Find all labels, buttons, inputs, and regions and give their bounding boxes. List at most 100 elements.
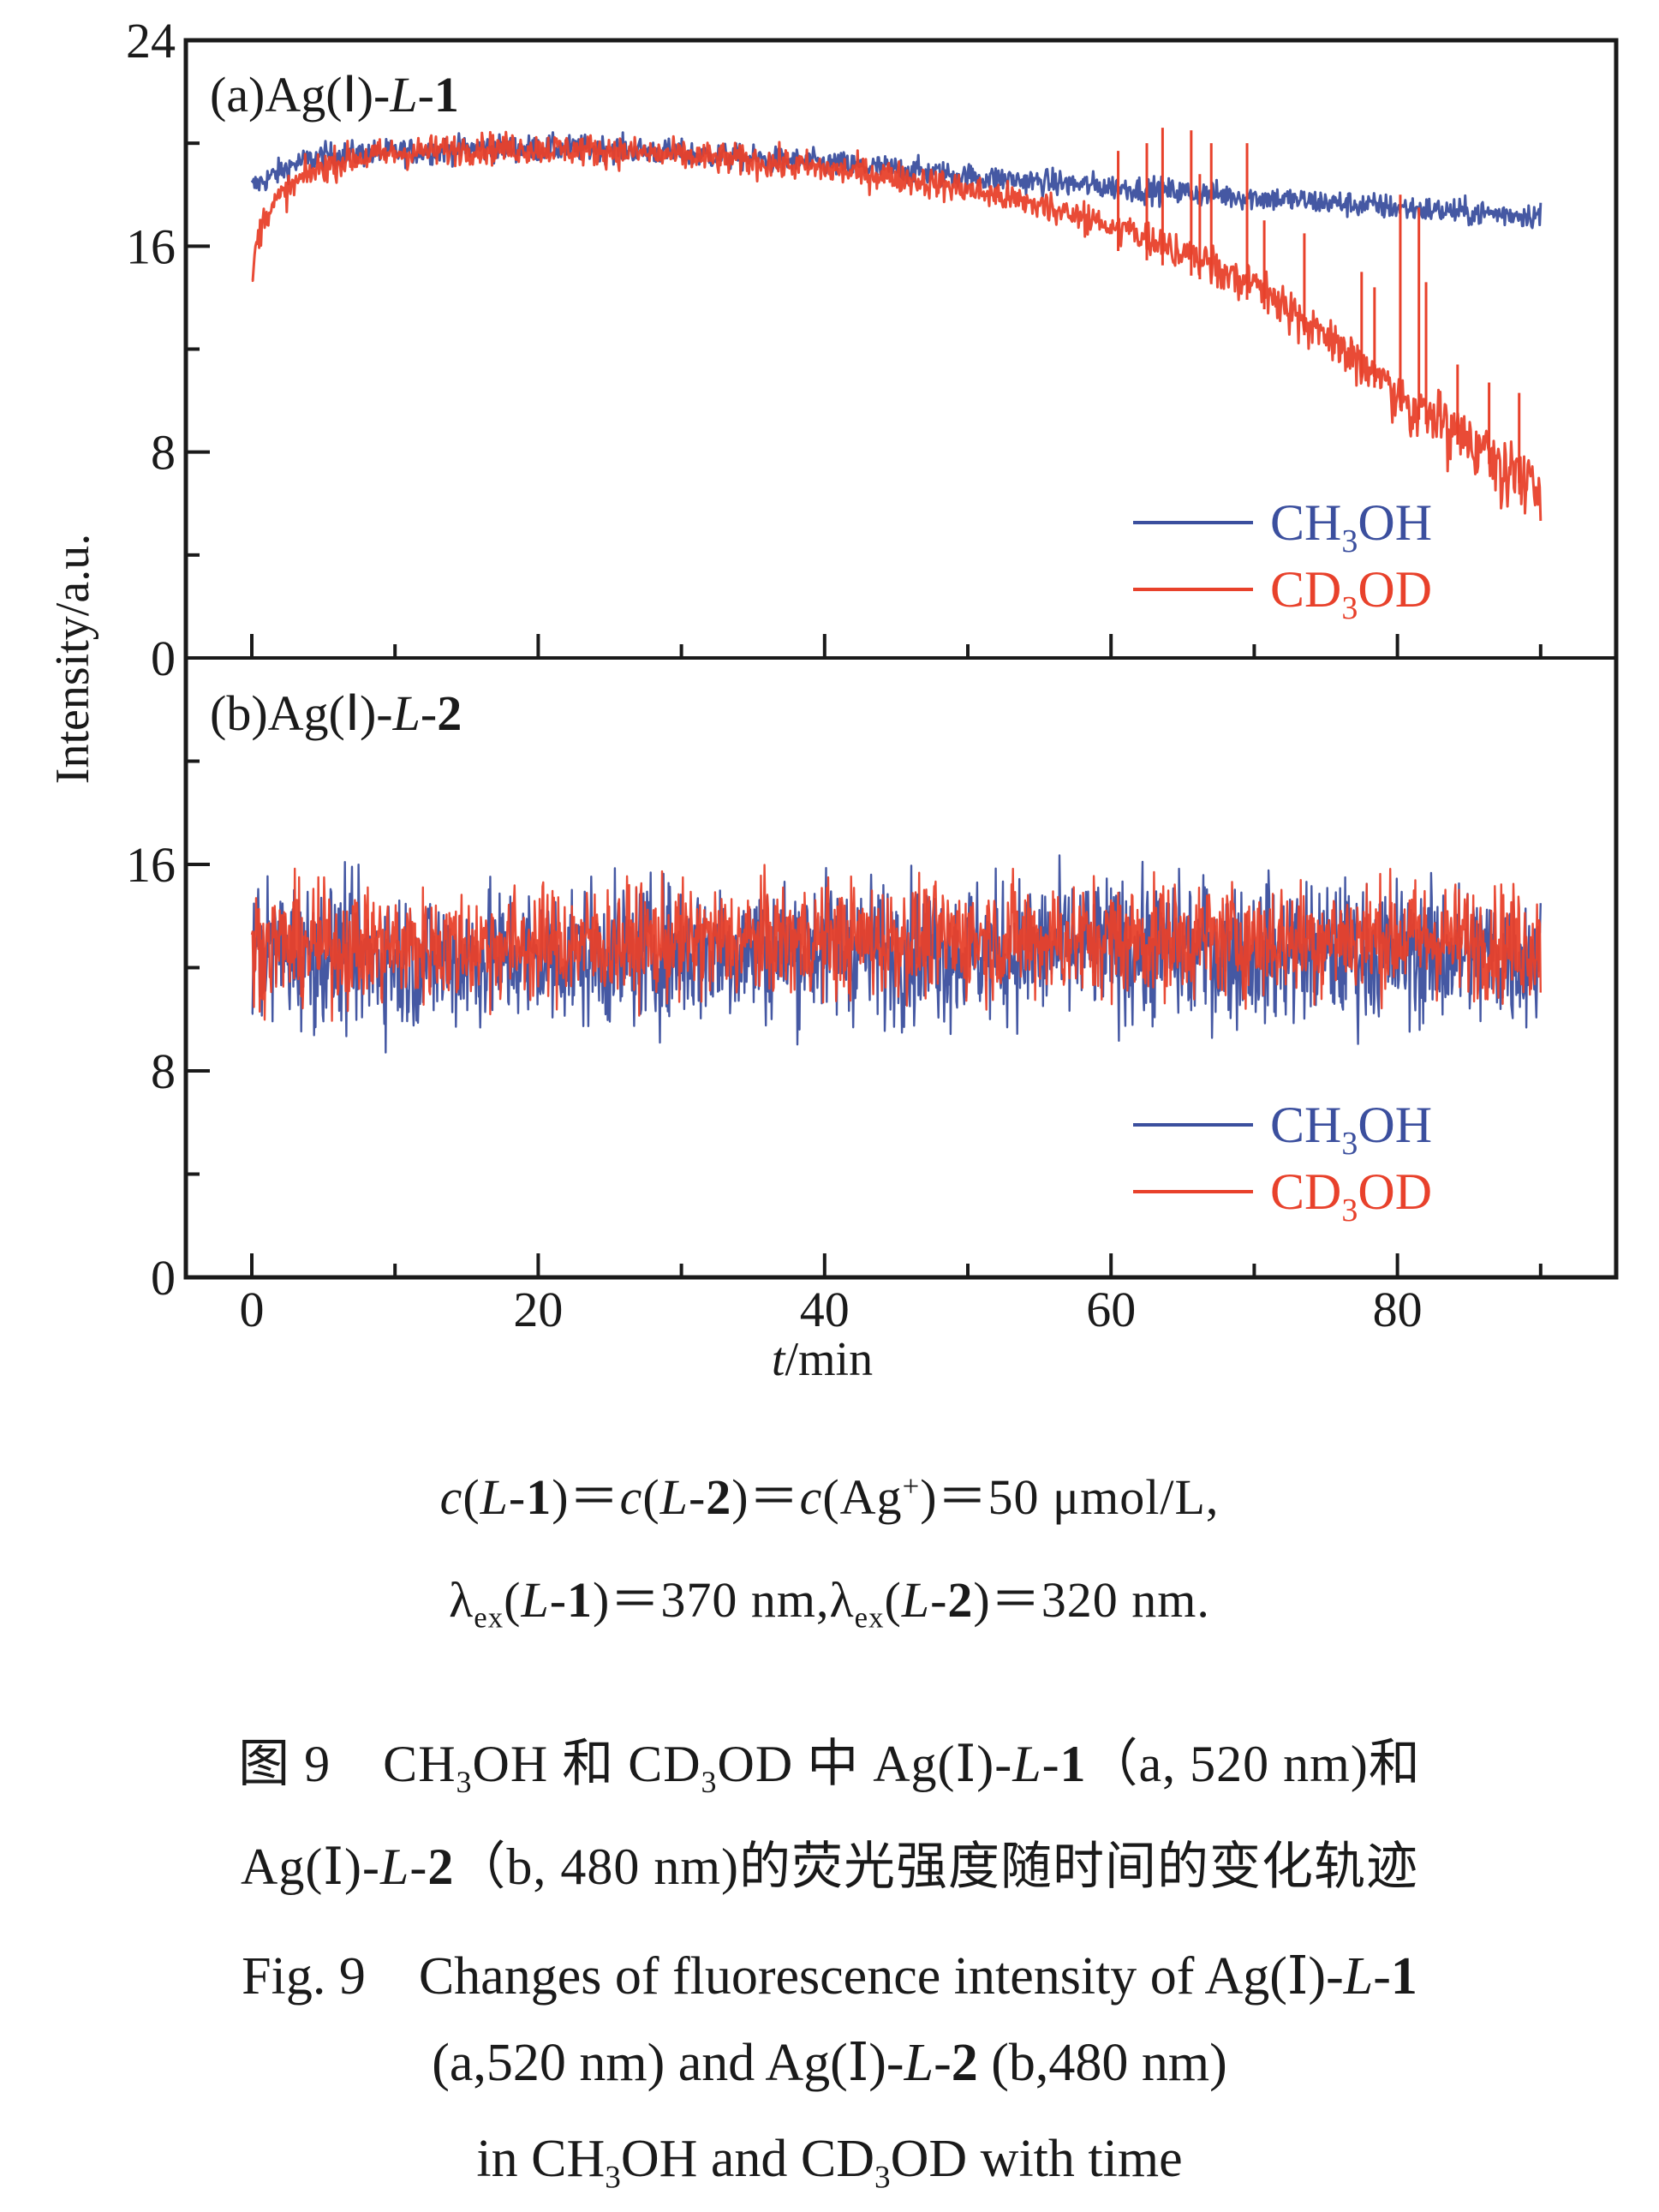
conditions-line-1: c(L-1)＝c(L-2)＝c(Ag+)＝50 μmol/L, [0,1456,1659,1528]
caption-text: - [1373,1947,1391,2006]
panel-a-label: (a)Ag(Ⅰ)-L-1 [210,67,459,123]
cond-text: ( [462,1469,480,1525]
caption-text: - [409,1838,428,1895]
caption-text: OD 中 Ag(Ⅰ)- [717,1736,1013,1792]
caption-text: 2 [427,1838,455,1895]
caption-text: Ag(Ⅰ)- [241,1838,380,1895]
legend-label-cd3od: CD3OD [1270,561,1432,626]
caption-text: 2 [951,2034,978,2092]
cond-text: ) [920,1469,938,1525]
panel-a: 0 8 16 24 (a)Ag(Ⅰ)-L-1 CH3OH CD3OD [126,13,1543,686]
fluorescence-chart: 0 8 16 24 (a)Ag(Ⅰ)-L-1 CH3OH CD3OD 0 8 16 (b)… [46,13,1619,1386]
caption-text: 图 9 CH [238,1736,457,1792]
cond-text: ＝320 nm. [990,1572,1210,1628]
y-tick-label: 0 [151,631,176,686]
x-axis-ticks: 0 20 40 60 80 [240,634,1543,1337]
panel-a-ticks: 0 8 16 24 [126,13,210,686]
cond-text: ex [474,1600,504,1635]
y-tick-label: 24 [126,13,176,69]
caption-text: - [1041,1736,1060,1792]
cond-text: ) [593,1572,611,1628]
caption-text: OH and CD [620,2130,875,2188]
conditions-line-2: λex(L-1)＝370 nm,λex(L-2)＝320 nm. [0,1559,1659,1635]
cond-text: 50 μmol/L, [988,1469,1220,1525]
caption-text: (a,520 nm) and Ag(Ⅰ)- [432,2034,904,2092]
panel-a-series [250,128,1543,521]
cond-text: + [902,1469,921,1504]
x-tick-label: 40 [800,1282,850,1337]
cond-text: c [619,1469,643,1525]
axes-frame [183,38,1619,1280]
y-tick-label: 0 [151,1250,176,1306]
legend-label-ch3oh: CH3OH [1270,1097,1432,1162]
caption-text: 3 [456,1765,473,1799]
caption-text: 1 [1059,1736,1087,1792]
cond-text: ( [504,1572,522,1628]
cond-text: 1 [526,1469,552,1525]
caption-text: （a, 520 nm)和 [1086,1736,1421,1792]
x-tick-label: 60 [1086,1282,1136,1337]
cond-text: ) [973,1572,991,1628]
cond-text: λ [829,1572,855,1628]
cond-text: ＝ [749,1469,800,1525]
cond-text: ( [642,1469,660,1525]
cond-text: - [508,1469,527,1525]
caption-cn-line-2: Ag(Ⅰ)-L-2（b, 480 nm)的荧光强度随时间的变化轨迹 [0,1825,1659,1899]
cond-text: 2 [947,1572,974,1628]
cond-text: ex [854,1600,885,1635]
series-line-cd3od [251,130,1543,521]
cond-text: ＝370 nm, [610,1572,830,1628]
series-line-cd3od [250,864,1542,1022]
x-tick-label: 20 [513,1282,563,1337]
cond-text: ) [731,1469,749,1525]
cond-text: c [439,1469,463,1525]
caption-text: （b, 480 nm)的荧光强度随时间的变化轨迹 [454,1838,1418,1895]
panel-b-legend: CH3OH CD3OD [1133,1097,1432,1229]
cond-text: L [659,1469,689,1525]
caption-en-line-1: Fig. 9 Changes of fluorescence intensity… [0,1932,1659,2009]
caption-text: L [1343,1947,1374,2006]
caption-cn-line-1: 图 9 CH3OH 和 CD3OD 中 Ag(Ⅰ)-L-1（a, 520 nm)… [0,1722,1659,1800]
caption-text: L [379,1838,410,1895]
caption-text: 1 [1390,1947,1417,2006]
panel-b-ticks: 0 8 16 [126,759,210,1306]
y-tick-label: 16 [126,218,176,274]
x-tick-label: 0 [240,1282,265,1337]
panel-b: 0 8 16 (b)Ag(Ⅰ)-L-2 CH3OH CD3OD [126,685,1542,1306]
cond-text: - [688,1469,707,1525]
caption-text: OD with time [890,2130,1183,2188]
cond-text: 1 [567,1572,594,1628]
panel-b-series [250,854,1542,1054]
caption-text: L [904,2034,934,2092]
cond-text: ( [884,1572,902,1628]
caption-en-line-3: in CH3OH and CD3OD with time [0,2129,1659,2196]
caption-text: L [1012,1736,1042,1792]
x-tick-label: 80 [1373,1282,1423,1337]
caption-text: - [934,2034,952,2092]
cond-text: L [521,1572,550,1628]
panel-a-legend: CH3OH CD3OD [1133,494,1432,626]
y-tick-label: 8 [151,425,176,481]
caption-text: 3 [874,2160,891,2196]
caption-text: Fig. 9 Changes of fluorescence intensity… [242,1947,1344,2006]
cond-text: (Ag [822,1469,903,1525]
caption-text: OH 和 CD [472,1736,701,1792]
cond-text: ) [552,1469,570,1525]
cond-text: ＝ [569,1469,620,1525]
y-tick-label: 8 [151,1043,176,1099]
cond-text: L [480,1469,509,1525]
caption-text: (b,480 nm) [977,2034,1227,2092]
cond-text: L [901,1572,931,1628]
cond-text: - [549,1572,568,1628]
panel-b-label: (b)Ag(Ⅰ)-L-2 [210,685,462,741]
caption-text: in CH [476,2130,606,2188]
cond-text: - [930,1572,948,1628]
cond-text: 2 [706,1469,732,1525]
x-axis-title: t/min [772,1333,873,1386]
cond-text: λ [449,1572,474,1628]
y-tick-label: 16 [126,837,176,893]
y-axis-title: Intensity/a.u. [46,534,99,784]
caption-en-line-2: (a,520 nm) and Ag(Ⅰ)-L-2 (b,480 nm) [0,2030,1659,2094]
legend-label-ch3oh: CH3OH [1270,494,1432,559]
cond-text: c [799,1469,823,1525]
